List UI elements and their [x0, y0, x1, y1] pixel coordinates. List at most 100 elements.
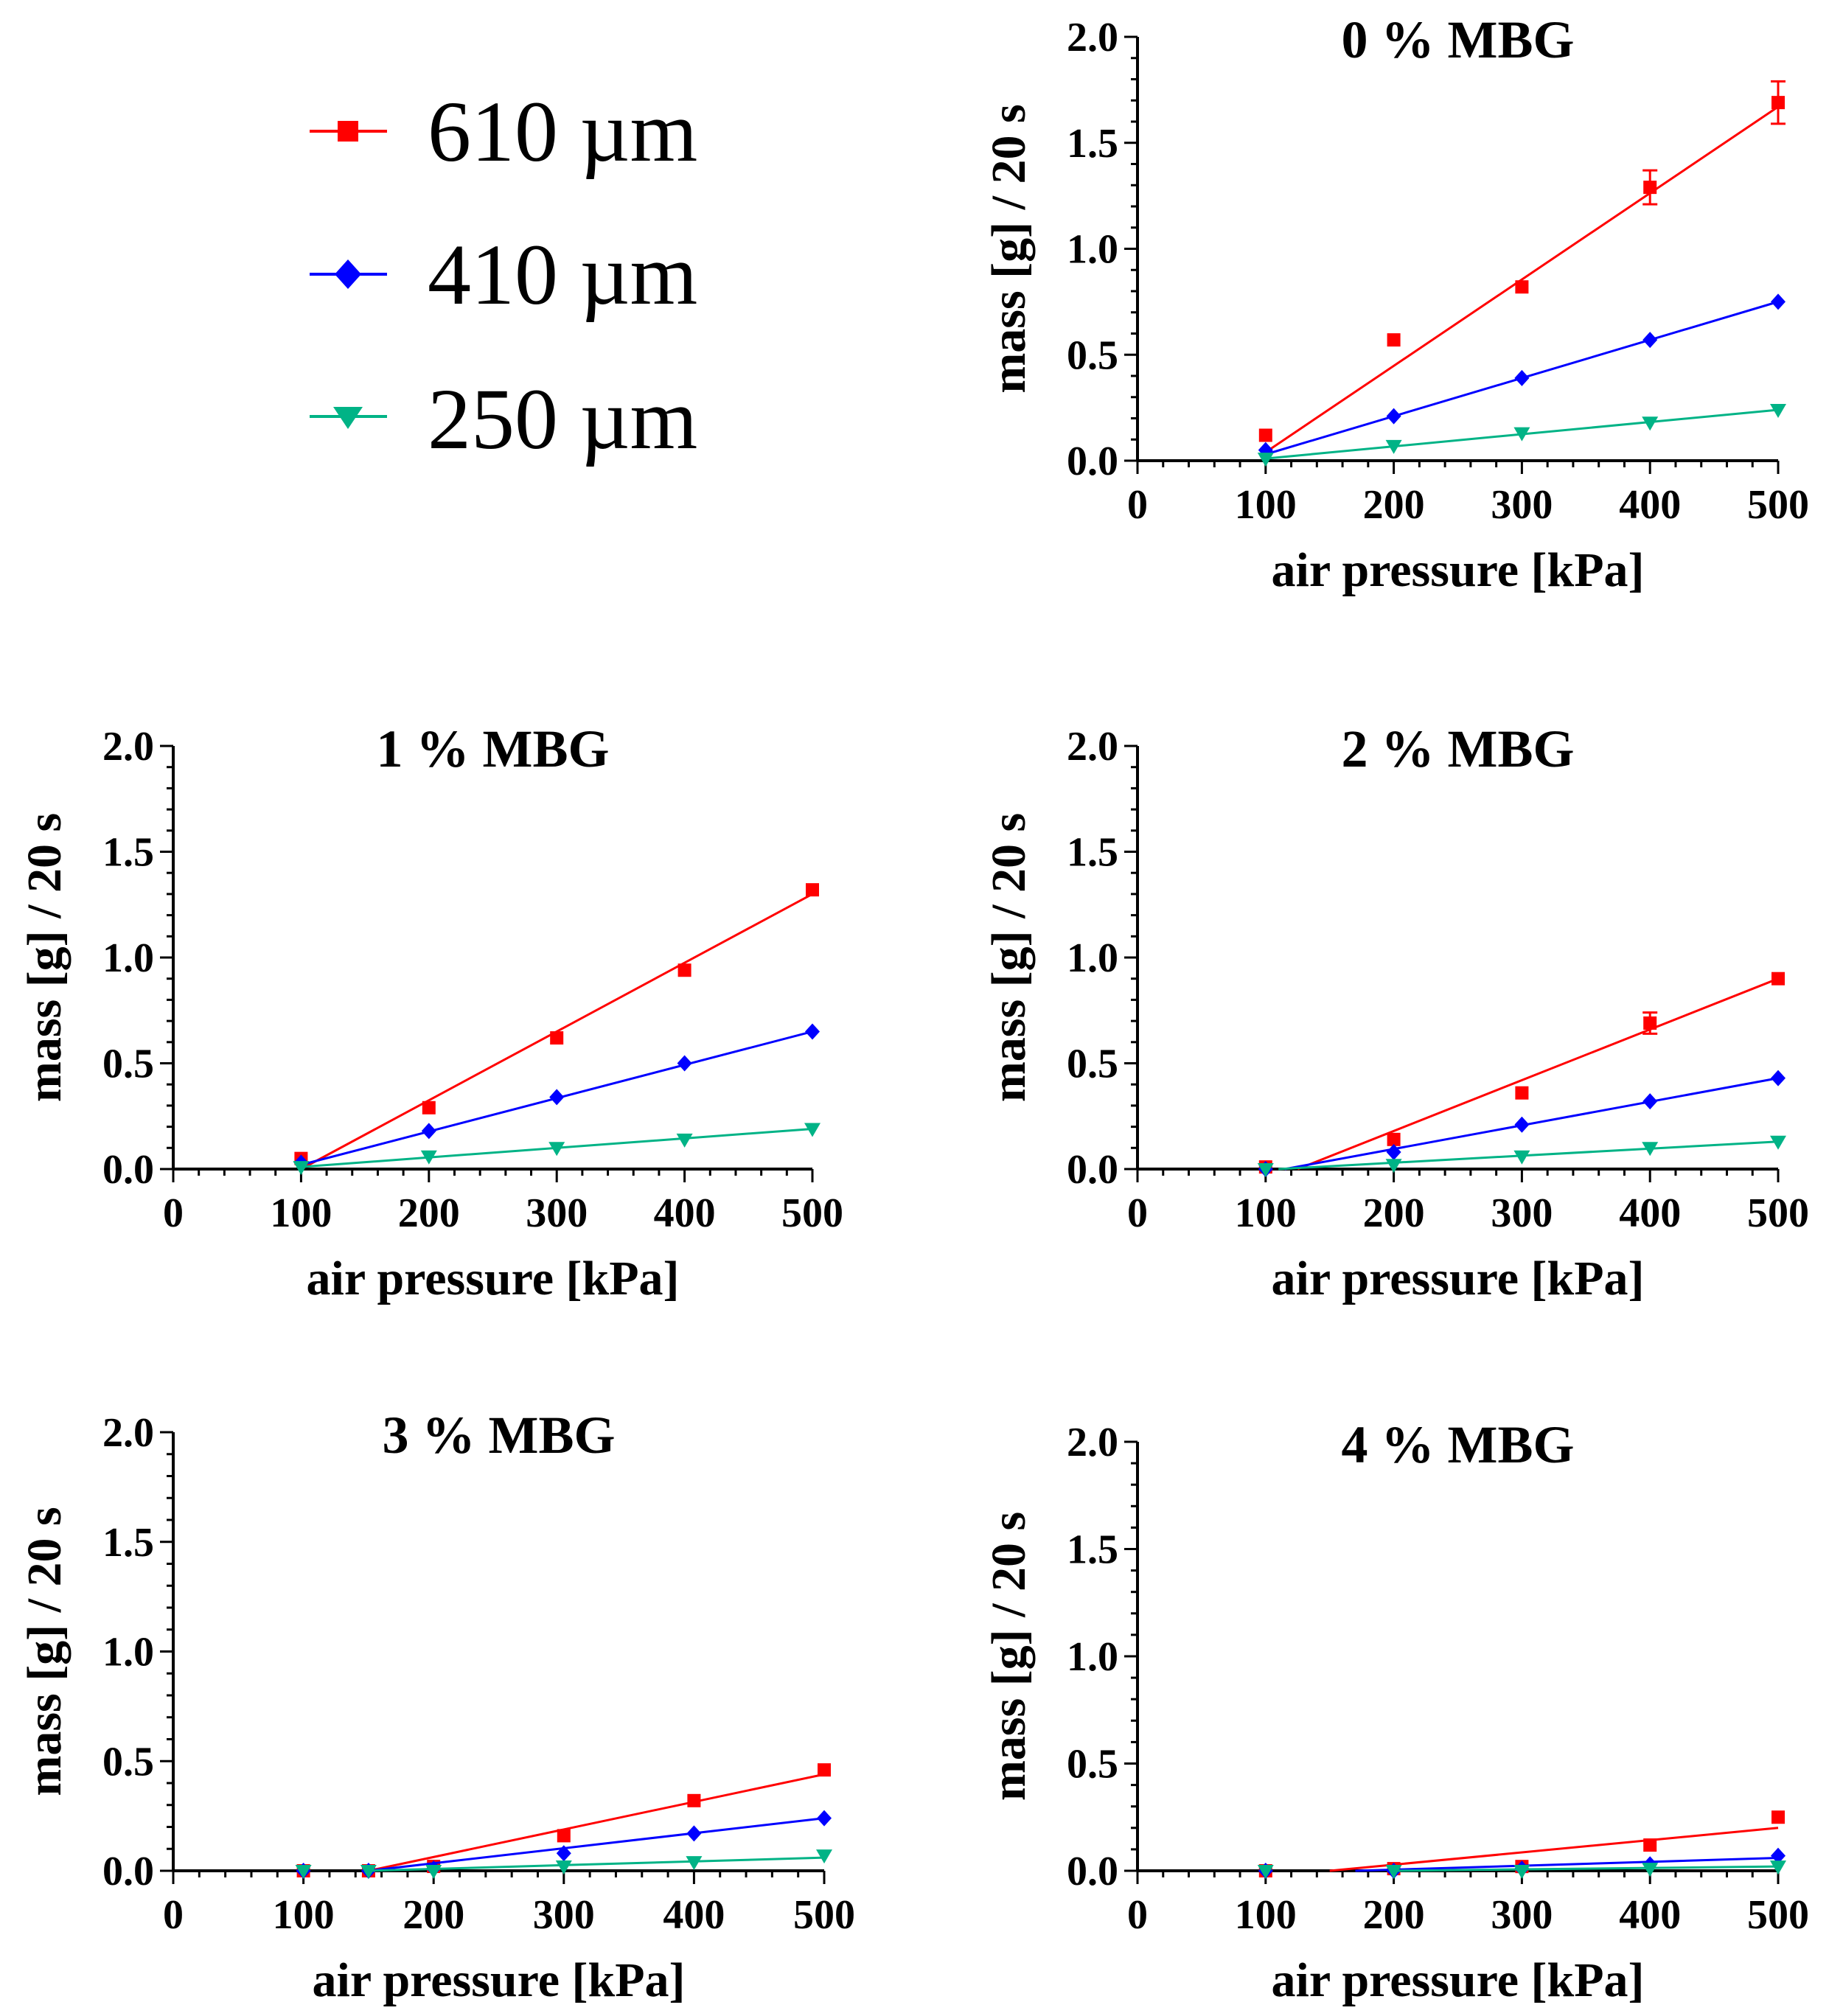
- point-410: [805, 1023, 820, 1040]
- point-410: [686, 1825, 702, 1842]
- point-250: [360, 1865, 377, 1879]
- x-axis-label: air pressure [kPa]: [1272, 1252, 1645, 1305]
- fit-line-610: [368, 1773, 825, 1872]
- y-axis-label: mass [g] / 20 s: [982, 813, 1036, 1102]
- y-tick-label: 1.5: [102, 1520, 154, 1566]
- chart-panel-3: 0.0 0.5 1.0 1.5 2.0 0 100 200 300 400 500 3 % MBG ai…: [18, 1406, 855, 2007]
- y-tick-label: 0.5: [102, 1739, 154, 1785]
- x-tick-label: 500: [1747, 1190, 1809, 1236]
- y-tick-label: 0.0: [1067, 1147, 1118, 1193]
- y-tick-label: 0.5: [102, 1042, 154, 1087]
- fit-line-410: [1355, 1857, 1779, 1872]
- point-610: [1643, 1838, 1657, 1852]
- point-250: [1257, 1163, 1274, 1177]
- point-410: [421, 1123, 436, 1140]
- y-tick-label: 0.0: [1067, 1849, 1118, 1894]
- point-610: [557, 1829, 571, 1843]
- legend: 610 µm 410 µm 250 µm: [310, 83, 697, 467]
- point-410: [1642, 332, 1658, 349]
- point-250: [295, 1865, 312, 1879]
- point-610: [1643, 181, 1657, 195]
- x-tick-label: 100: [273, 1892, 335, 1938]
- fit-line-410: [1284, 1077, 1779, 1171]
- point-610: [1258, 428, 1272, 442]
- point-250: [1642, 1142, 1659, 1157]
- point-250: [1513, 1865, 1530, 1879]
- x-tick-label: 300: [1491, 1892, 1553, 1938]
- charts-container: 0.0 0.5 1.0 1.5 2.0 0 100 200 300 400 500 0 % MBG ai…: [18, 10, 1809, 2007]
- x-tick-label: 400: [1619, 482, 1681, 528]
- x-axis-label: air pressure [kPa]: [313, 1953, 686, 2007]
- fit-line-610: [1264, 105, 1779, 453]
- chart-panel-2: 0.0 0.5 1.0 1.5 2.0 0 100 200 300 400 500 2 % MBG ai…: [982, 719, 1809, 1305]
- y-tick-label: 1.0: [102, 935, 154, 981]
- point-250: [1385, 1865, 1402, 1879]
- x-tick-label: 0: [1127, 1892, 1148, 1938]
- point-610: [1387, 1132, 1401, 1146]
- y-axis-label: mass [g] / 20 s: [982, 1512, 1036, 1801]
- x-tick-label: 500: [793, 1892, 855, 1938]
- legend-marker-square: [338, 121, 358, 142]
- x-tick-label: 0: [1127, 1190, 1148, 1236]
- point-250: [686, 1856, 703, 1871]
- point-610: [1387, 333, 1401, 347]
- point-250: [676, 1133, 693, 1148]
- point-410: [817, 1810, 832, 1827]
- point-610: [818, 1763, 831, 1777]
- y-tick-label: 1.5: [1067, 121, 1118, 167]
- point-250: [1770, 404, 1786, 418]
- legend-entry-410: 410 µm: [310, 226, 697, 323]
- point-250: [1642, 416, 1659, 431]
- legend-marker-triangle: [333, 407, 363, 429]
- x-tick-label: 0: [163, 1892, 184, 1938]
- y-tick-label: 1.5: [1067, 830, 1118, 876]
- chart-panel-1: 0.0 0.5 1.0 1.5 2.0 0 100 200 300 400 500 1 % MBG ai…: [18, 719, 843, 1305]
- point-410: [1386, 1144, 1401, 1161]
- point-410: [1771, 1847, 1786, 1864]
- point-410: [1642, 1093, 1658, 1110]
- point-610: [1771, 972, 1785, 986]
- point-610: [806, 883, 819, 897]
- point-250: [1385, 439, 1402, 454]
- point-250: [816, 1849, 832, 1864]
- point-410: [1771, 1070, 1786, 1087]
- y-tick-label: 2.0: [102, 724, 154, 770]
- y-axis-label: mass [g] / 20 s: [18, 813, 72, 1102]
- y-tick-label: 1.0: [1067, 227, 1118, 273]
- fit-line-250: [1393, 1865, 1779, 1872]
- legend-entry-610: 610 µm: [310, 83, 697, 180]
- point-250: [1513, 427, 1530, 442]
- point-250: [420, 1150, 437, 1165]
- x-tick-label: 300: [1491, 1190, 1553, 1236]
- x-axis-label: air pressure [kPa]: [1272, 1953, 1645, 2007]
- x-tick-label: 0: [1127, 482, 1148, 528]
- y-tick-label: 0.0: [1067, 439, 1118, 484]
- y-tick-label: 0.0: [102, 1849, 154, 1894]
- chart-title: 3 % MBG: [383, 1406, 616, 1465]
- y-tick-label: 1.0: [1067, 935, 1118, 981]
- y-tick-label: 2.0: [1067, 724, 1118, 770]
- point-250: [548, 1142, 565, 1157]
- x-tick-label: 300: [1491, 482, 1553, 528]
- x-axis-label: air pressure [kPa]: [1272, 543, 1645, 597]
- point-250: [293, 1161, 310, 1176]
- point-410: [677, 1055, 692, 1072]
- point-250: [1513, 1150, 1530, 1165]
- point-250: [1257, 1865, 1274, 1879]
- legend-marker-diamond: [335, 259, 361, 289]
- point-250: [425, 1865, 442, 1879]
- y-axis-label: mass [g] / 20 s: [18, 1507, 72, 1796]
- point-410: [1386, 408, 1401, 425]
- point-610: [1515, 280, 1529, 294]
- x-tick-label: 200: [1363, 482, 1425, 528]
- x-tick-label: 400: [1619, 1190, 1681, 1236]
- point-410: [1771, 293, 1786, 310]
- chart-title: 2 % MBG: [1342, 719, 1575, 778]
- x-tick-label: 300: [533, 1892, 595, 1938]
- x-tick-label: 200: [398, 1190, 460, 1236]
- y-tick-label: 1.0: [1067, 1634, 1118, 1680]
- legend-label-610: 610 µm: [428, 83, 697, 180]
- x-tick-label: 100: [1235, 482, 1297, 528]
- point-610: [677, 963, 691, 977]
- x-tick-label: 100: [1235, 1892, 1297, 1938]
